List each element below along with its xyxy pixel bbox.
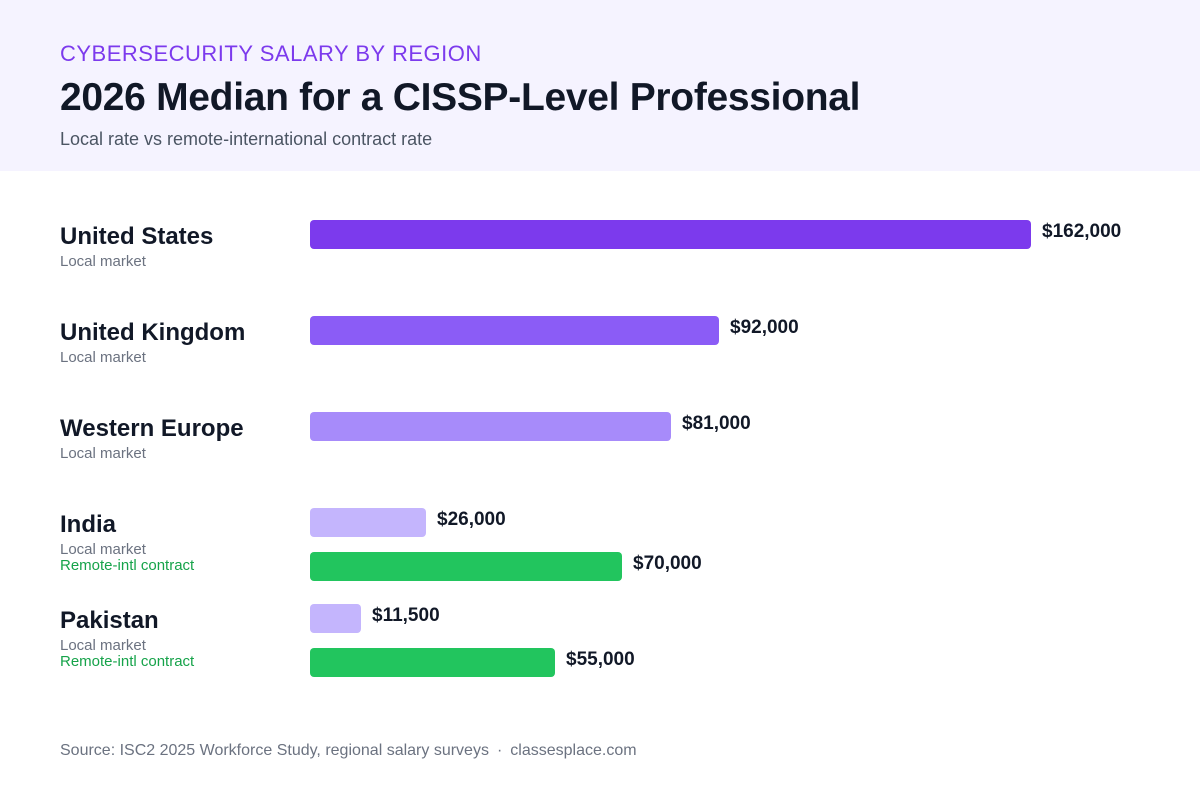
row-label-united-states: United States Local market [60,223,213,270]
local-market-label: Local market [60,541,146,558]
chart-subtitle: Local rate vs remote-international contr… [60,129,433,149]
remote-contract-label: Remote-intl contract [60,653,195,670]
local-market-label: Local market [60,253,146,270]
site-name: classesplace.com [510,742,637,759]
region-name: United Kingdom [60,319,246,346]
row-label-western-europe: Western Europe Local market [60,415,244,462]
row-label-india: India Local market Remote-intl contract [60,511,194,574]
chart-title: 2026 Median for a CISSP-Level Profession… [60,76,861,119]
region-name: India [60,511,117,538]
local-market-label: Local market [60,637,146,654]
region-name: Western Europe [60,415,244,442]
value-label-western-europe-local: $81,000 [682,413,751,434]
footer-separator: · [496,742,503,759]
bar-chart: $162,000 United States Local market $92,000… [0,171,1200,731]
chart-footer: Source: ISC2 2025 Workforce Study, regio… [60,742,637,760]
bar-india-remote [310,552,622,581]
row-label-united-kingdom: United Kingdom Local market [60,319,245,366]
bar-pakistan-remote [310,648,555,677]
region-name: United States [60,223,214,250]
local-market-label: Local market [60,349,146,366]
value-label-india-local: $26,000 [437,509,506,530]
region-name: Pakistan [60,607,159,634]
chart-eyebrow: CYBERSECURITY SALARY BY REGION [60,41,482,66]
local-market-label: Local market [60,445,146,462]
bar-western-europe-local [310,412,671,441]
bar-united-states-local [310,220,1031,249]
value-label-pakistan-local: $11,500 [372,605,440,626]
bar-pakistan-local [310,604,361,633]
bar-united-kingdom-local [310,316,719,345]
remote-contract-label: Remote-intl contract [60,557,195,574]
value-label-united-states-local: $162,000 [1042,221,1122,242]
source-note: Source: ISC2 2025 Workforce Study, regio… [60,742,489,759]
value-label-india-remote: $70,000 [633,553,702,574]
value-label-pakistan-remote: $55,000 [566,649,635,670]
value-label-united-kingdom-local: $92,000 [730,317,799,338]
bar-india-local [310,508,426,537]
row-label-pakistan: Pakistan Local market Remote-intl contract [60,607,194,670]
chart-header: CYBERSECURITY SALARY BY REGION 2026 Medi… [0,0,1200,171]
